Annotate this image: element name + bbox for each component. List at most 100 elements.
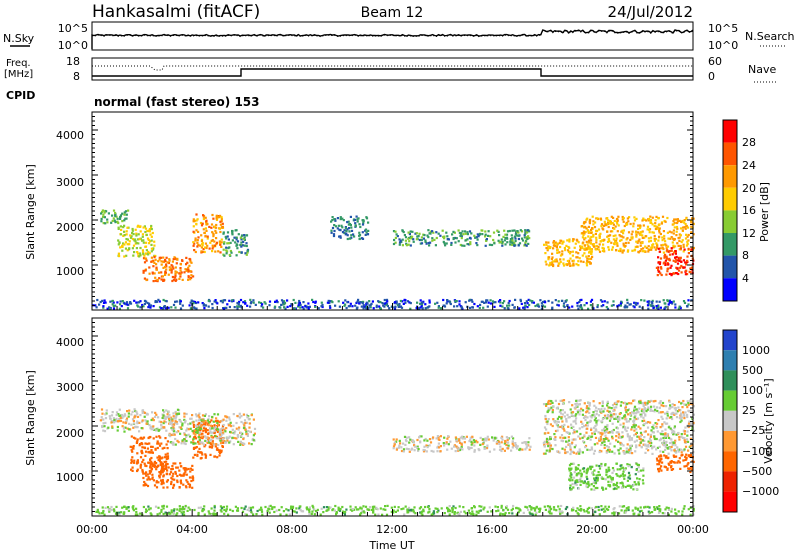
power-echo-cell [362, 304, 365, 307]
vel-echo-cell [557, 420, 560, 424]
power-echo-cell [361, 302, 364, 305]
power-echo-cell [668, 230, 671, 233]
power-echo-cell [586, 229, 589, 232]
power-echo-cell [229, 241, 232, 244]
power-echo-cell [508, 229, 511, 233]
power-echo-cell [162, 256, 165, 259]
power-echo-cell [686, 240, 689, 243]
power-echo-cell [181, 304, 184, 307]
power-echo-cell [401, 238, 404, 241]
power-echo-cell [544, 260, 547, 263]
power-echo-cell [234, 241, 237, 244]
vel-echo-cell [136, 452, 139, 455]
vel-echo-cell [635, 462, 638, 465]
power-echo-cell [468, 243, 471, 246]
vel-echo-cell [586, 470, 589, 473]
power-echo-cell [399, 299, 402, 303]
power-echo-cell [670, 231, 673, 234]
vel-echo-cell [629, 412, 632, 415]
power-echo-cell [369, 303, 372, 307]
vel-echo-cell [161, 478, 164, 482]
power-echo-cell [331, 219, 334, 222]
power-echo-cell [654, 227, 657, 231]
power-echo-cell [596, 305, 599, 309]
power-echo-cell [193, 242, 196, 245]
vel-echo-cell [234, 430, 237, 433]
vel-echo-cell [628, 437, 631, 440]
vel-echo-cell [116, 425, 119, 429]
power-echo-cell [125, 301, 129, 304]
power-echo-cell [223, 299, 227, 302]
power-echo-cell [225, 237, 228, 240]
vel-echo-cell [641, 408, 644, 411]
vel-echo-cell [689, 437, 692, 440]
power-echo-cell [114, 214, 117, 217]
power-echo-cell [258, 301, 261, 304]
vel-echo-cell [652, 424, 655, 427]
vel-echo-cell [662, 404, 665, 408]
vel-echo-cell [214, 445, 217, 448]
power-echo-cell [655, 225, 658, 228]
vel-echo-cell [439, 435, 442, 438]
vel-echo-cell [680, 435, 683, 438]
power-echo-cell [344, 299, 347, 302]
vel-echo-cell [192, 479, 195, 482]
vel-echo-cell [161, 463, 165, 466]
vel-echo-cell [174, 472, 177, 475]
power-echo-cell [345, 306, 348, 310]
vel-echo-cell [688, 420, 691, 423]
vel-echo-cell [686, 434, 689, 437]
vel-echo-cell [652, 427, 655, 430]
power-echo-cell [188, 304, 191, 307]
vel-echo-cell [628, 444, 632, 447]
power-echo-cell [155, 263, 158, 266]
vel-echo-cell [432, 512, 436, 515]
vel-echo-cell [554, 444, 557, 447]
power-echo-cell [612, 300, 615, 303]
vel-echo-cell [605, 451, 608, 454]
power-echo-cell [153, 272, 156, 275]
vel-echo-cell [202, 420, 205, 424]
power-echo-cell [207, 305, 210, 308]
power-echo-cell [551, 307, 554, 310]
vel-echo-cell [246, 434, 249, 437]
power-echo-cell [349, 305, 352, 308]
vel-echo-cell [240, 434, 243, 437]
vel-echo-cell [680, 433, 683, 436]
power-echo-cell [126, 249, 129, 252]
power-echo-cell [596, 217, 599, 220]
vel-echo-cell [398, 444, 401, 447]
vel-echo-cell [674, 407, 677, 410]
power-echo-cell [356, 220, 359, 223]
vel-echo-cell [511, 446, 514, 449]
power-echo-cell [395, 302, 398, 305]
vel-echo-cell [150, 460, 153, 463]
vel-echo-cell [646, 426, 650, 429]
vel-echo-cell [446, 437, 449, 440]
vel-echo-cell [671, 406, 674, 409]
power-echo-cell [409, 302, 412, 305]
power-echo-cell [675, 234, 678, 237]
vel-echo-cell [637, 508, 640, 511]
vel-echo-cell [632, 399, 635, 402]
vel-echo-cell [135, 462, 139, 465]
vel-echo-cell [586, 427, 589, 430]
power-echo-cell [240, 244, 243, 247]
vel-echo-cell [279, 513, 282, 516]
vel-echo-cell [601, 433, 604, 436]
power-echo-cell [589, 241, 592, 245]
power-echo-cell [156, 280, 159, 283]
power-echo-cell [392, 242, 396, 246]
vel-echo-cell [560, 439, 563, 442]
vel-echo-cell [243, 507, 246, 511]
power-echo-cell [219, 230, 222, 234]
power-echo-cell [149, 240, 152, 243]
power-echo-cell [145, 249, 148, 252]
power-echo-cell [534, 304, 537, 308]
power-echo-cell [174, 272, 177, 275]
noise-panel-frame [91, 21, 694, 51]
vel-echo-cell [110, 419, 113, 423]
power-echo-cell [383, 305, 386, 308]
vel-echo-cell [625, 450, 628, 453]
power-echo-cell [218, 240, 221, 243]
